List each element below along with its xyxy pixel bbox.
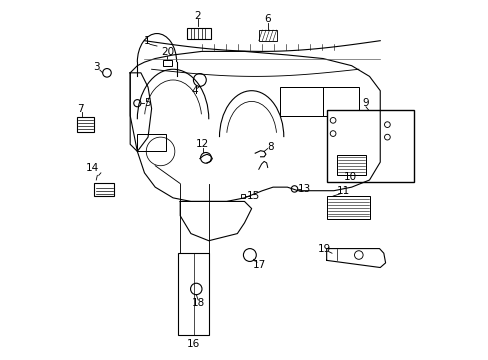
Text: 20: 20 [161,47,174,57]
Text: 8: 8 [266,142,273,152]
Text: 11: 11 [337,186,350,197]
Bar [258,30,276,41]
Text: 6: 6 [264,14,270,24]
Text: 3: 3 [93,63,100,72]
Text: 12: 12 [195,139,208,149]
Text: 17: 17 [252,260,265,270]
Text: 16: 16 [187,339,200,348]
Text: 13: 13 [297,184,310,194]
Text: 14: 14 [86,163,99,173]
Text: 1: 1 [144,36,150,46]
Text: 2: 2 [194,11,201,21]
Text: 4: 4 [191,86,198,96]
Bar [94,183,114,196]
Text: 18: 18 [191,298,204,308]
Bar [323,87,358,116]
Text: 19: 19 [318,244,331,254]
Bar [137,134,165,152]
Bar [178,253,208,336]
Bar [77,117,94,132]
Bar [241,194,244,198]
Text: 15: 15 [246,191,260,201]
Text: 10: 10 [343,172,356,182]
Text: 5: 5 [144,98,150,108]
Text: 7: 7 [78,104,84,113]
Bar [280,87,323,116]
Text: 9: 9 [362,98,368,108]
Bar [337,155,365,175]
Bar [326,196,369,219]
Bar [163,60,172,66]
Bar [326,111,413,182]
Bar [187,28,210,39]
